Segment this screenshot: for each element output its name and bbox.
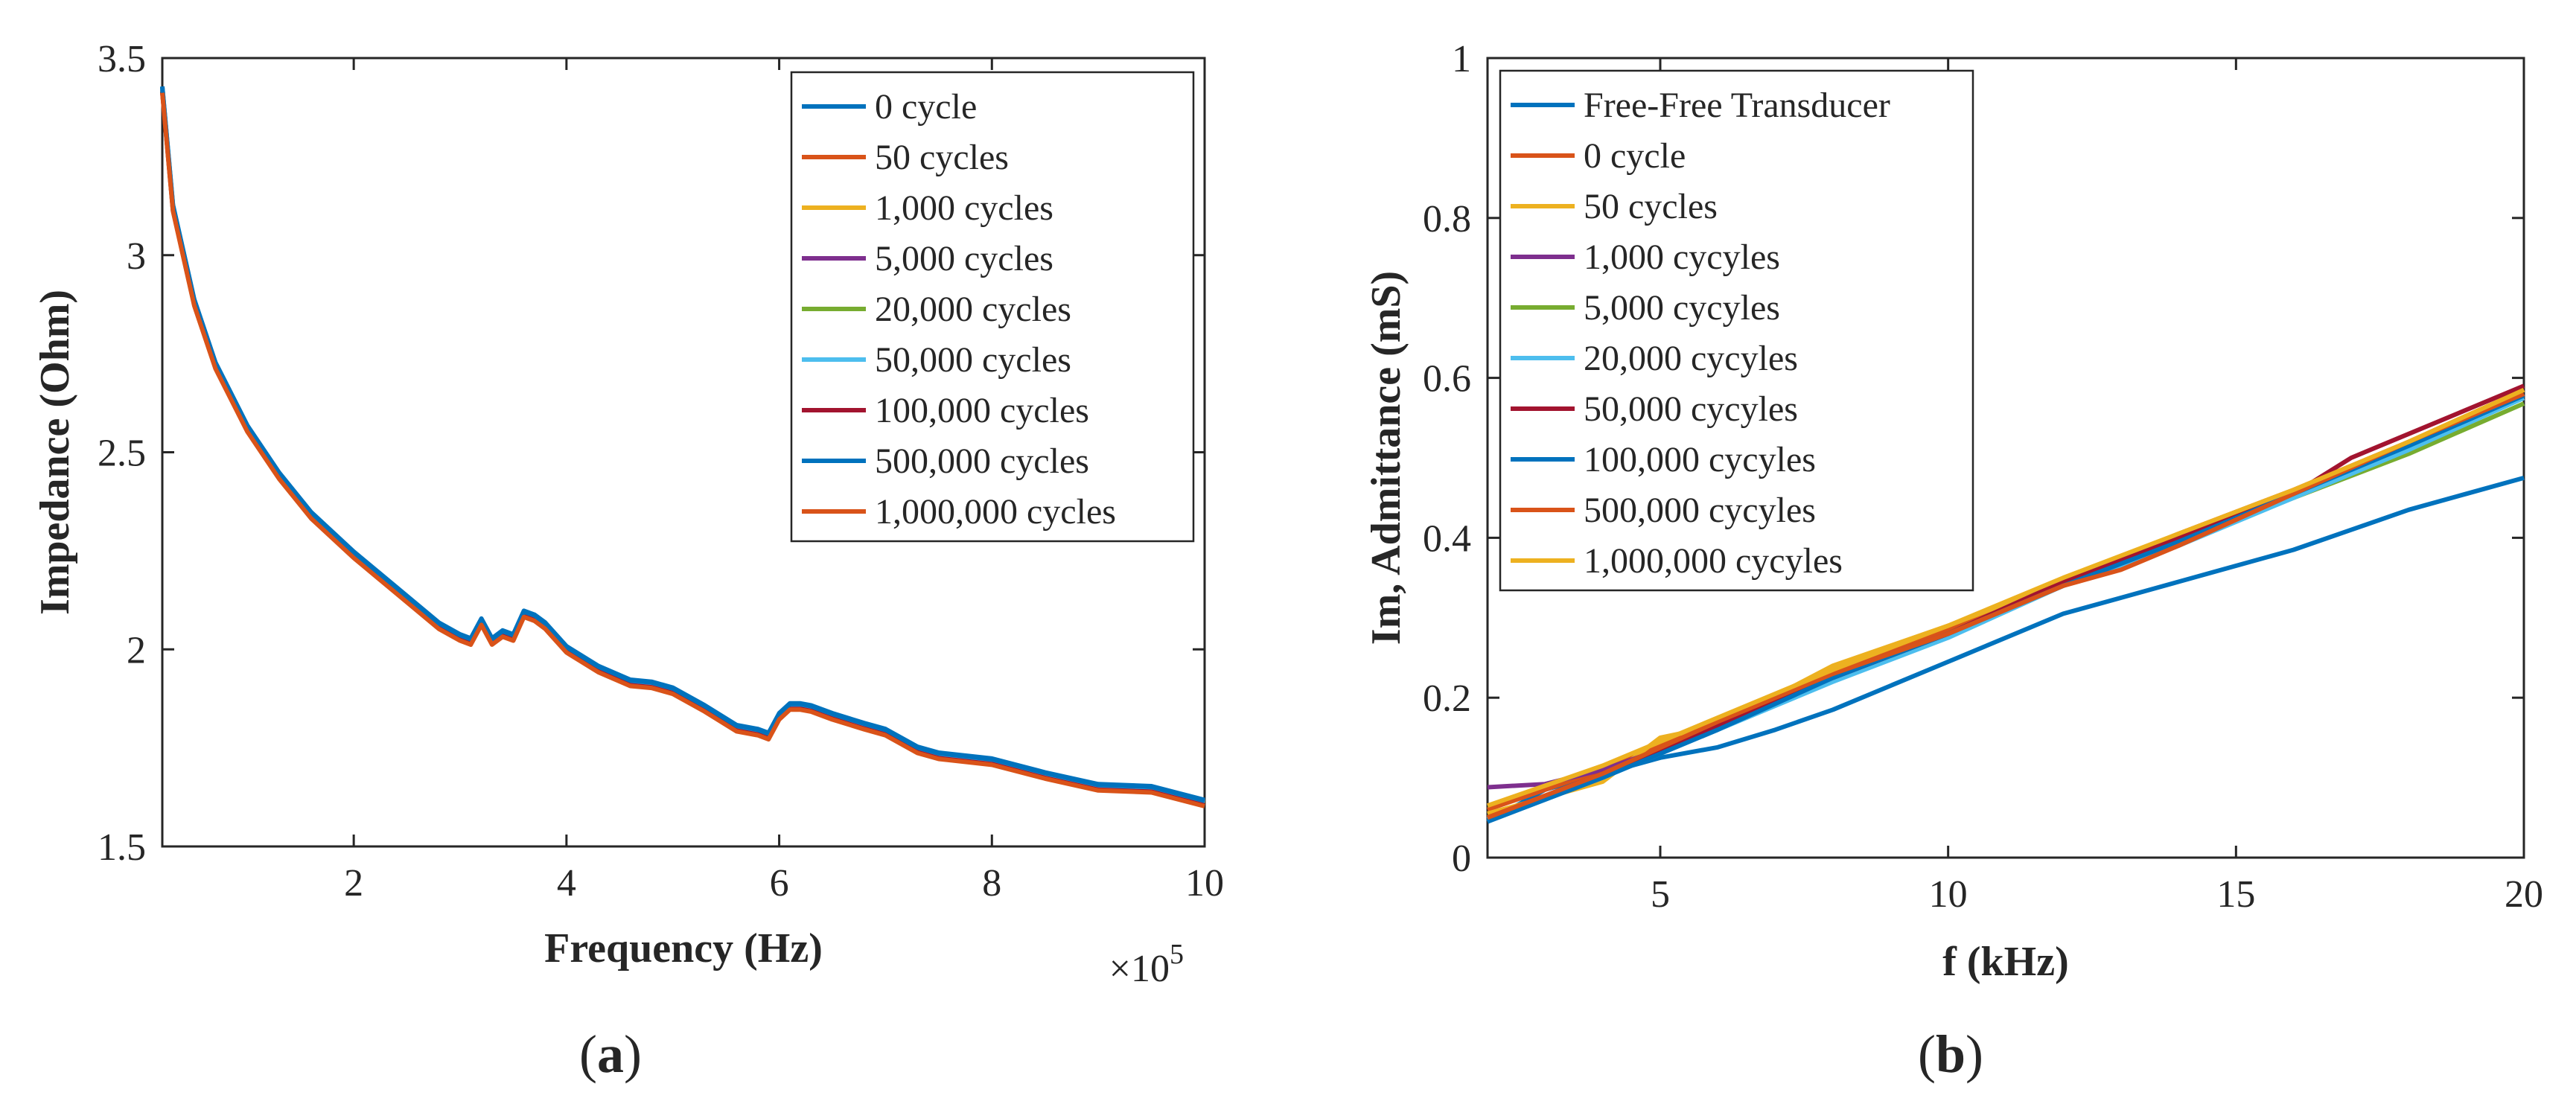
panel-a-label: (a) [579, 1024, 642, 1084]
legend-entry: 500,000 cycyles [1584, 491, 1816, 530]
chart-b: 5 10 15 20 0 0.2 0.4 0.6 0.8 1 Free-Free Transduc… [1363, 38, 2543, 1084]
legend-entry: Free-Free Transducer [1584, 86, 1890, 125]
chart-a-x-axis-label: Frequency (Hz) [544, 925, 823, 972]
chart-a: 2 4 6 8 10 1.5 2 2.5 3 3.5 0 cycle 50 cycles 1,000 … [32, 38, 1224, 1084]
legend-entry: 50,000 cycles [875, 340, 1071, 380]
legend-entry: 100,000 cycles [875, 391, 1089, 430]
y-tick-label: 0.6 [1423, 358, 1471, 401]
chart-a-legend: 0 cycle 50 cycles 1,000 cycles 5,000 cycles… [790, 71, 1195, 543]
x-tick-label: 10 [1929, 873, 1968, 916]
legend-entry: 1,000,000 cycles [875, 492, 1116, 532]
legend-entry: 5,000 cycles [875, 239, 1053, 278]
chart-b-plot-area [1486, 383, 2525, 824]
chart-b-axes-box [1486, 57, 2525, 859]
series-line [1486, 476, 2525, 824]
y-tick-label: 2.5 [98, 433, 146, 475]
series-line [160, 92, 1205, 808]
y-tick-label: 2 [127, 629, 146, 671]
x-tick-label: 20 [2505, 873, 2543, 916]
panel-a-letter: a [597, 1024, 624, 1084]
chart-b-legend: Free-Free Transducer 0 cycle 50 cycles 1,00… [1499, 69, 1974, 592]
legend-entry: 0 cycle [875, 87, 977, 127]
legend-entry: 5,000 cycyles [1584, 288, 1780, 328]
x-tick-label: 8 [982, 862, 1001, 905]
chart-a-plot-area [160, 86, 1205, 808]
y-tick-label: 3.5 [98, 38, 146, 80]
x-tick-label: 2 [344, 862, 363, 905]
x-tick-label: 15 [2216, 873, 2255, 916]
y-tick-label: 0.2 [1423, 677, 1471, 720]
legend-entry: 50 cycles [1584, 187, 1718, 226]
series-line [160, 86, 1205, 803]
legend-entry: 20,000 cycles [875, 290, 1071, 329]
legend-entry: 20,000 cycyles [1584, 339, 1798, 378]
chart-a-y-axis-label: Impedance (Ohm) [32, 290, 78, 615]
y-tick-label: 0.8 [1423, 198, 1471, 240]
legend-box [1499, 69, 1974, 592]
x-tick-label: 10 [1185, 862, 1224, 905]
chart-a-ticks: 2 4 6 8 10 1.5 2 2.5 3 3.5 [98, 38, 1224, 905]
panel-b-letter: b [1936, 1024, 1966, 1084]
series-line [1487, 387, 2525, 808]
x-tick-label: 4 [557, 862, 576, 905]
y-tick-label: 3 [127, 235, 146, 278]
legend-entry: 50 cycles [875, 138, 1009, 177]
legend-entry: 50,000 cycyles [1584, 389, 1798, 429]
legend-entry: 100,000 cycyles [1584, 440, 1816, 479]
series-line [1486, 392, 2525, 820]
panel-b-label: (b) [1918, 1024, 1983, 1084]
y-tick-label: 0.4 [1423, 517, 1471, 560]
legend-entry: 1,000 cycyles [1584, 237, 1780, 277]
y-tick-label: 1.5 [98, 826, 146, 869]
legend-entry: 0 cycle [1584, 136, 1686, 176]
chart-b-ticks: 5 10 15 20 0 0.2 0.4 0.6 0.8 1 [1423, 38, 2543, 916]
legend-entry: 1,000 cycles [875, 188, 1053, 228]
x-tick-label: 6 [770, 862, 789, 905]
series-line [1486, 383, 2525, 820]
legend-entry: 1,000,000 cycyles [1584, 541, 1843, 581]
chart-b-y-axis-label: Im, Admittance (mS) [1363, 271, 1409, 645]
y-tick-label: 0 [1452, 838, 1471, 880]
y-tick-label: 1 [1452, 38, 1471, 80]
chart-b-x-axis-label: f (kHz) [1942, 939, 2069, 985]
legend-entry: 500,000 cycles [875, 441, 1089, 481]
chart-a-x-multiplier-base: ×10 [1109, 948, 1170, 990]
x-tick-label: 5 [1651, 873, 1670, 916]
chart-a-x-multiplier-exponent: 5 [1170, 939, 1184, 970]
chart-a-x-multiplier: ×105 [1109, 939, 1184, 990]
